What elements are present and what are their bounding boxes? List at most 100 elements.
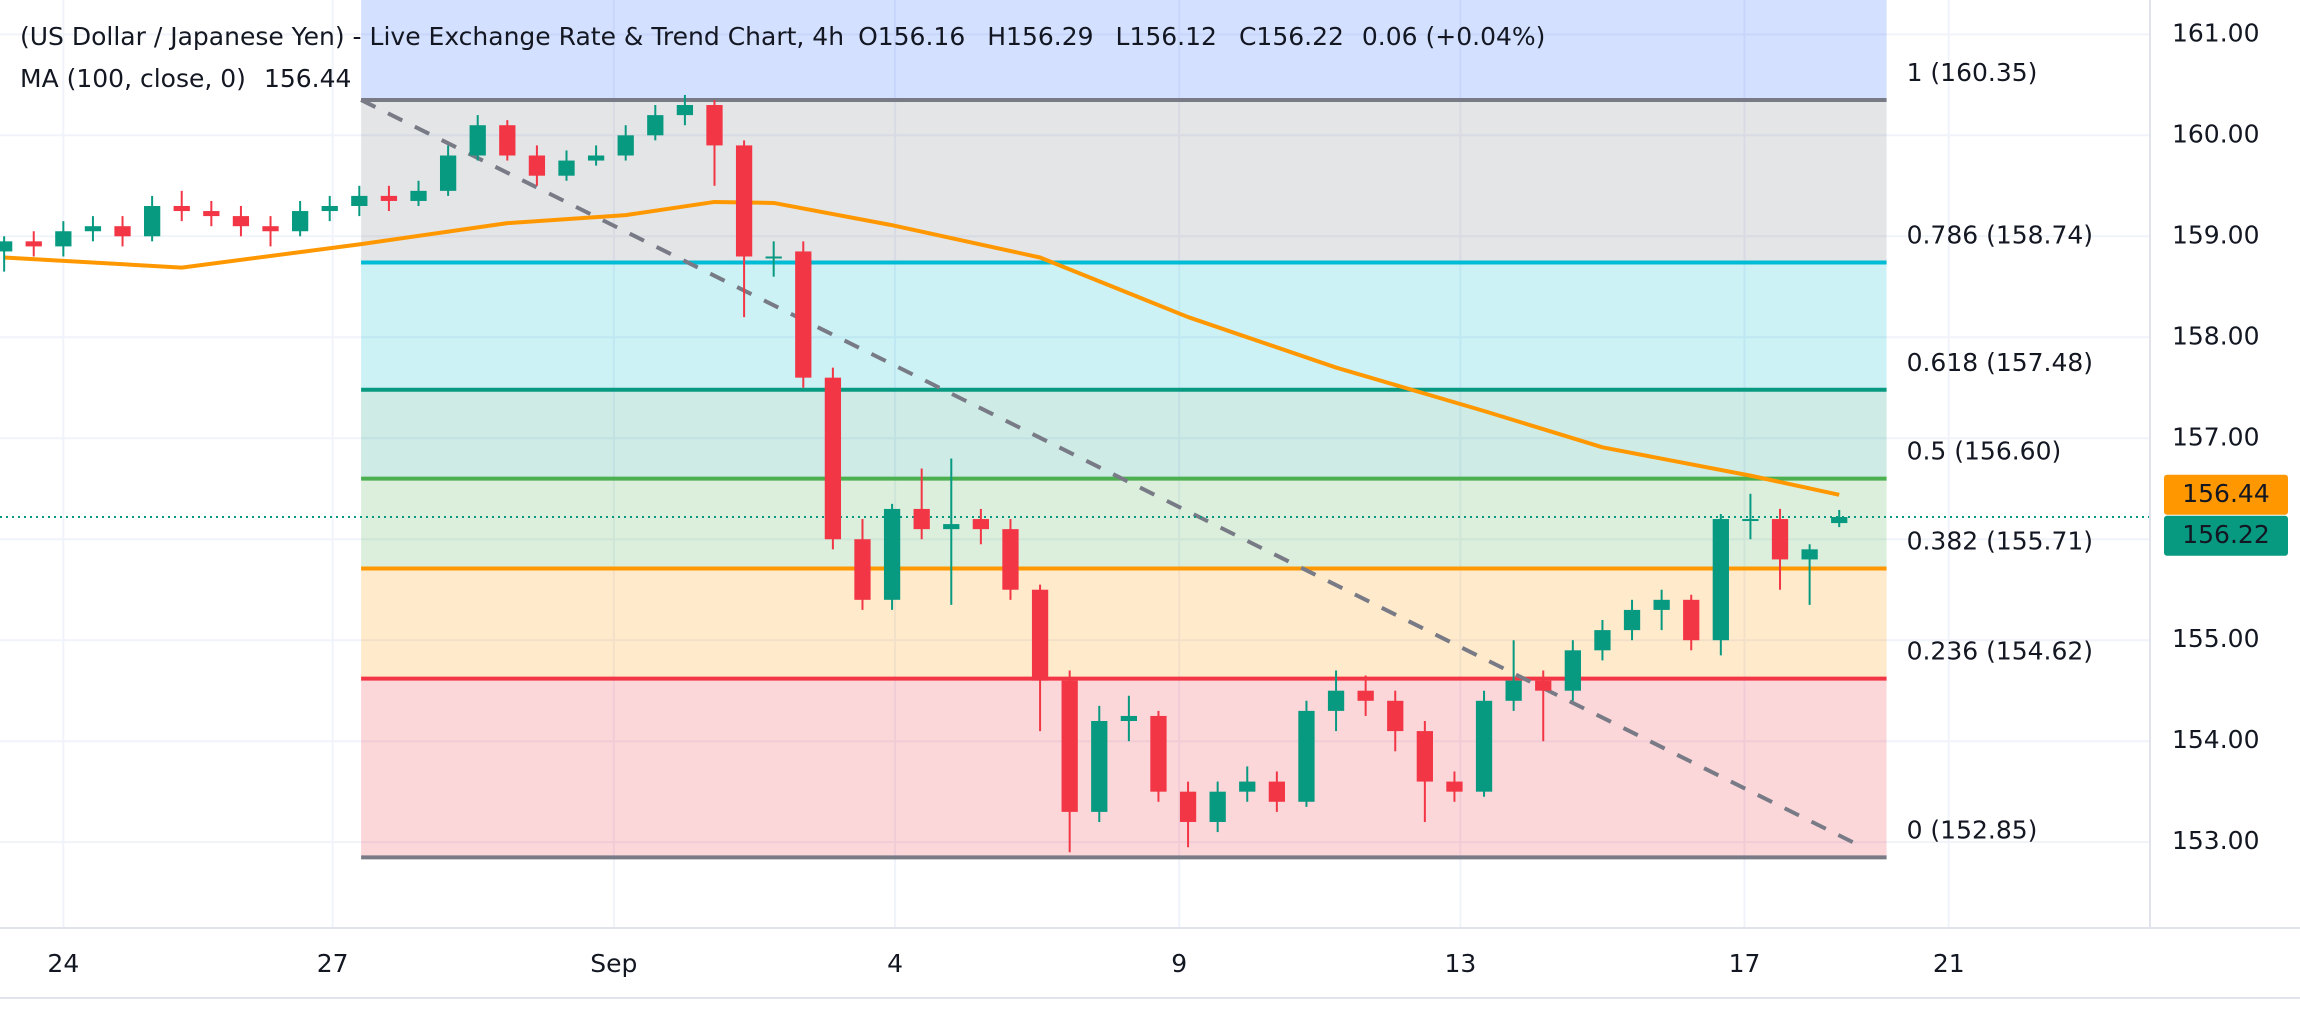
candle-body bbox=[291, 211, 309, 232]
fib-level-label: 0.382 (155.71) bbox=[1907, 527, 2094, 556]
fib-level-label: 0.236 (154.62) bbox=[1907, 637, 2094, 666]
candle-body bbox=[439, 155, 457, 191]
candle-body bbox=[203, 211, 220, 217]
ohlc-label: O bbox=[858, 22, 878, 51]
plot-area: 1 (160.35) 0.786 (158.74) 0.618 (157.48) 0.… bbox=[0, 0, 2150, 928]
fib-band bbox=[361, 678, 1887, 858]
y-tick-label: 160.00 bbox=[2172, 119, 2259, 148]
candle-body bbox=[55, 231, 72, 247]
price-badge bbox=[2164, 515, 2288, 556]
candle-body bbox=[1357, 690, 1374, 701]
candle-body bbox=[262, 226, 279, 232]
candle-body bbox=[1150, 715, 1167, 792]
candle-body bbox=[1209, 791, 1226, 822]
fib-band bbox=[361, 389, 1887, 479]
y-tick-label: 153.00 bbox=[2172, 826, 2259, 855]
x-tick-label: 24 bbox=[47, 949, 79, 978]
candle-body bbox=[854, 539, 871, 600]
candle-body bbox=[1653, 599, 1670, 610]
candle-body bbox=[84, 226, 102, 232]
candle-body bbox=[765, 256, 782, 259]
candle-body bbox=[1446, 781, 1463, 792]
fib-level-label: 0.618 (157.48) bbox=[1907, 348, 2094, 377]
candle-body bbox=[114, 226, 131, 237]
candle-body bbox=[1239, 781, 1256, 792]
fib-level-label: 1 (160.35) bbox=[1907, 58, 2038, 87]
fib-band bbox=[361, 99, 1887, 263]
candle-body bbox=[1002, 529, 1019, 590]
price-badge-label: 156.44 bbox=[2182, 479, 2269, 508]
candle-body bbox=[1535, 680, 1552, 691]
x-tick-label: 21 bbox=[1933, 949, 1965, 978]
candle-body bbox=[558, 160, 575, 176]
ohlc-value: 156.22 bbox=[1256, 22, 1343, 51]
fib-band bbox=[361, 262, 1887, 390]
fib-top-band bbox=[361, 0, 1887, 100]
candle-body bbox=[1031, 589, 1049, 681]
y-tick-label: 154.00 bbox=[2172, 725, 2259, 754]
ohlc-label: H bbox=[987, 22, 1006, 51]
candle-body bbox=[1327, 690, 1345, 711]
x-tick-label: 13 bbox=[1444, 949, 1476, 978]
candle-body bbox=[1712, 519, 1729, 641]
ohlc-value: 156.16 bbox=[878, 22, 965, 51]
candle-body bbox=[1120, 715, 1138, 721]
candle-body bbox=[1623, 609, 1641, 631]
ohlc-value: 156.12 bbox=[1129, 22, 1216, 51]
candle-body bbox=[173, 205, 190, 212]
candle-body bbox=[1801, 549, 1818, 560]
y-tick-label: 155.00 bbox=[2172, 624, 2259, 653]
indicator-value: 156.44 bbox=[264, 64, 351, 93]
price-change: 0.06 (+0.04%) bbox=[1362, 22, 1545, 51]
x-tick-label: 27 bbox=[317, 949, 349, 978]
fib-level-label: 0.786 (158.74) bbox=[1907, 221, 2094, 250]
candle-body bbox=[1268, 781, 1285, 802]
x-tick-label: 9 bbox=[1171, 949, 1187, 978]
candle-body bbox=[587, 155, 605, 161]
candle-body bbox=[1831, 517, 1848, 524]
candle-body bbox=[1594, 630, 1611, 651]
candle-body bbox=[143, 205, 161, 237]
candle-body bbox=[1091, 720, 1108, 812]
fib-band bbox=[361, 568, 1887, 679]
candle-body bbox=[824, 377, 842, 540]
y-tick-label: 157.00 bbox=[2172, 422, 2259, 451]
y-tick-label: 161.00 bbox=[2172, 18, 2259, 47]
x-tick-label: 4 bbox=[887, 949, 903, 978]
candle-body bbox=[943, 524, 960, 530]
candle-body bbox=[380, 195, 398, 201]
x-tick-label: Sep bbox=[590, 949, 637, 978]
price-badge-label: 156.22 bbox=[2182, 520, 2269, 549]
candle-body bbox=[25, 241, 42, 247]
candle-body bbox=[1387, 700, 1404, 732]
candle-body bbox=[1061, 680, 1078, 812]
candle-body bbox=[735, 145, 753, 257]
candle-body bbox=[972, 519, 990, 530]
candle-body bbox=[1475, 700, 1493, 792]
candle-body bbox=[676, 105, 694, 116]
candle-body bbox=[351, 195, 368, 206]
candle-body bbox=[1564, 650, 1581, 691]
candle-body bbox=[1683, 599, 1700, 641]
candle-body bbox=[647, 115, 664, 136]
candle-body bbox=[410, 190, 427, 201]
candle-body bbox=[499, 125, 516, 156]
fib-band bbox=[361, 478, 1887, 569]
trend-line bbox=[360, 98, 1864, 850]
ohlc-label: C bbox=[1239, 22, 1256, 51]
moving-average-line bbox=[4, 199, 1840, 497]
candle-body bbox=[617, 135, 634, 156]
candle-body bbox=[321, 205, 338, 212]
indicator-name: MA (100, close, 0) bbox=[20, 64, 246, 93]
candle-body bbox=[883, 508, 901, 600]
candle-body bbox=[1742, 519, 1759, 522]
candle-body bbox=[0, 241, 13, 252]
candle-body bbox=[1416, 731, 1433, 782]
candle-body bbox=[232, 216, 250, 227]
candle-body bbox=[1298, 710, 1315, 802]
candle-body bbox=[1179, 791, 1197, 822]
candle-body bbox=[528, 155, 546, 176]
price-badge bbox=[2164, 474, 2288, 515]
candle-body bbox=[469, 125, 486, 156]
